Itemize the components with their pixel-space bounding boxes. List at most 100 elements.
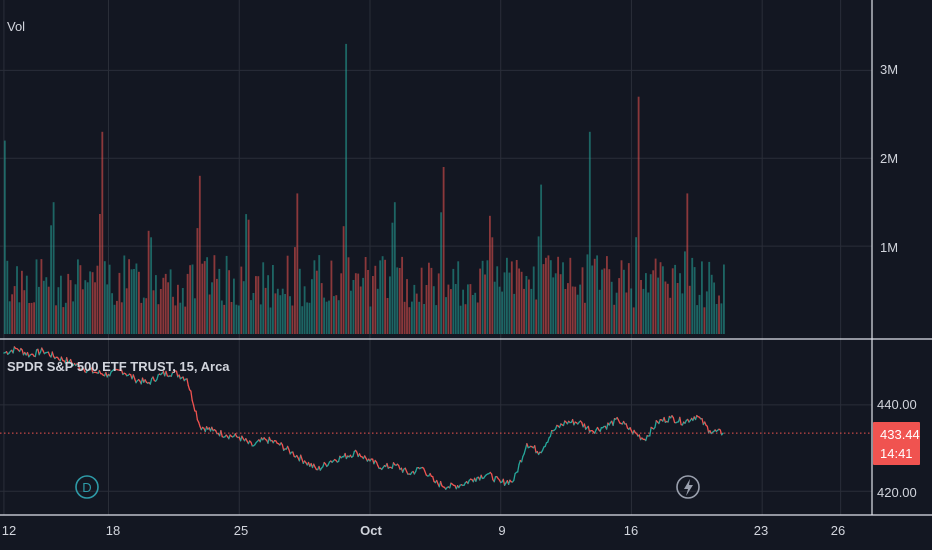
volume-bar: [52, 202, 55, 334]
price-segment: [300, 454, 303, 460]
volume-bar: [642, 288, 645, 334]
volume-bar: [457, 261, 460, 334]
price-segment: [51, 351, 55, 358]
volume-bar: [291, 305, 294, 334]
volume-bar: [155, 275, 157, 334]
volume-bar: [218, 268, 221, 334]
volume-bar: [686, 193, 689, 334]
price-segment: [415, 467, 418, 473]
volume-bar: [554, 273, 557, 334]
price-segment: [292, 451, 295, 458]
time-axis-label: 23: [754, 523, 768, 538]
volume-bar: [447, 284, 450, 334]
time-axis[interactable]: 12 18 25 Oct 9 16 23 26: [2, 523, 845, 538]
dividend-marker[interactable]: D: [75, 475, 99, 499]
volume-bar: [549, 260, 552, 334]
price-segment: [517, 463, 520, 473]
volume-bar: [196, 228, 199, 334]
price-segment: [612, 418, 616, 427]
volume-bar: [703, 307, 706, 334]
price-segment: [198, 421, 201, 428]
bar-countdown: 14:41: [880, 446, 913, 461]
volume-bar: [203, 261, 206, 334]
volume-bar: [274, 293, 277, 334]
volume-bar: [150, 237, 153, 334]
volume-bar: [510, 261, 513, 334]
volume-bar: [420, 267, 423, 334]
volume-bar: [645, 273, 647, 334]
volume-bar: [537, 236, 540, 334]
volume-bar: [476, 302, 479, 334]
volume-bar: [301, 306, 304, 334]
volume-bar: [606, 256, 608, 334]
dividend-marker-letter: D: [82, 480, 91, 495]
volume-bar: [588, 131, 591, 334]
volume-bar: [267, 275, 270, 334]
volume-bar: [323, 297, 326, 334]
volume-bar: [452, 268, 455, 334]
volume-bar: [257, 276, 260, 334]
price-segment: [587, 425, 591, 433]
volume-bar: [637, 96, 640, 334]
volume-bar: [481, 260, 484, 334]
earnings-marker[interactable]: [676, 475, 700, 499]
volume-bar: [610, 281, 613, 334]
price-segment: [109, 371, 112, 377]
volume-bar: [501, 291, 504, 334]
volume-bar: [562, 262, 564, 334]
price-segment: [526, 443, 529, 449]
volume-bar: [423, 304, 426, 334]
volume-bar: [406, 279, 408, 334]
price-segment: [149, 377, 153, 385]
price-segment: [170, 371, 174, 377]
volume-bar: [140, 302, 143, 334]
volume-bar: [247, 219, 250, 334]
volume-bar: [147, 230, 150, 334]
time-axis-label: Oct: [360, 523, 382, 538]
volume-bar: [393, 202, 396, 334]
grid-lines: [0, 0, 872, 515]
lightning-icon: [684, 479, 693, 496]
volume-bar: [21, 270, 23, 334]
price-segment: [439, 480, 443, 487]
volume-bar: [389, 276, 391, 334]
volume-bar: [428, 262, 430, 334]
price-segment: [195, 410, 199, 421]
volume-bar: [16, 266, 18, 334]
price-segment: [165, 370, 168, 377]
volume-bar: [459, 305, 462, 334]
volume-bar: [528, 279, 530, 334]
volume-bar: [333, 296, 335, 334]
volume-bar: [230, 302, 233, 334]
price-segment: [337, 455, 341, 463]
volume-bar: [701, 261, 703, 334]
volume-bar: [357, 273, 360, 334]
volume-bar: [45, 277, 48, 334]
volume-bar: [133, 269, 135, 334]
price-segment: [679, 416, 682, 426]
volume-bar: [198, 175, 201, 334]
volume-bar: [474, 292, 477, 334]
volume-bar: [354, 273, 357, 334]
volume-bar: [484, 274, 486, 334]
volume-bar: [493, 281, 496, 334]
price-segment: [493, 476, 497, 483]
volume-bar: [579, 284, 582, 334]
price-segment: [190, 390, 193, 402]
volume-bar: [47, 286, 50, 334]
volume-bar: [652, 270, 655, 334]
volume-bar: [123, 255, 126, 334]
price-segment: [77, 364, 81, 370]
volume-bar: [25, 275, 28, 334]
volume-bar: [162, 277, 165, 334]
last-price-badge[interactable]: 433.44 14:41: [873, 422, 920, 465]
volume-bar: [38, 286, 40, 334]
volume-bar: [72, 301, 75, 334]
symbol-title[interactable]: SPDR S&P 500 ETF TRUST, 15, Arca: [7, 359, 230, 374]
volume-label[interactable]: Vol: [7, 19, 25, 34]
volume-bar: [445, 297, 447, 334]
price-segment: [649, 426, 652, 437]
volume-bar: [172, 296, 174, 334]
price-segment: [220, 430, 223, 438]
